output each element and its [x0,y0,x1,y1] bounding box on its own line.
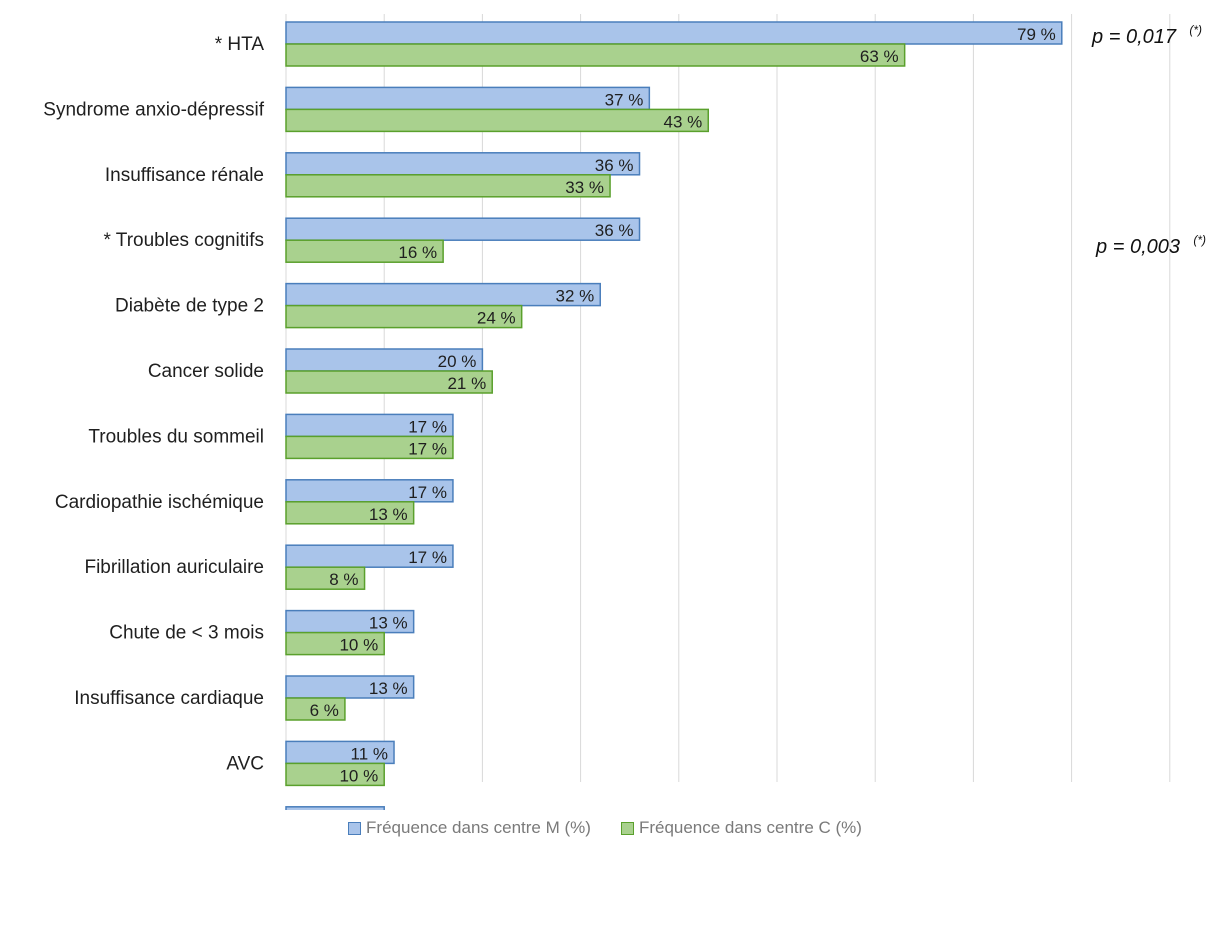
bar-m [285,86,651,111]
bar-c [285,631,385,656]
bars: 79 % 63 % 37 % 43 % 36 % 33 % 36 % 16 % 32 % 24 %… [285,21,1063,810]
data-label: 79 % [1017,25,1056,44]
data-label: 11 % [351,744,389,763]
category-label: * Troubles cognitifs [103,230,264,251]
data-label: 13 % [369,505,408,524]
bar-m [285,544,454,568]
chart: 79 % 63 % 37 % 43 % 36 % 33 % 36 % 16 % 32 % 24 %… [43,14,1206,810]
data-label: 36 % [595,156,634,175]
data-label: 63 % [860,47,899,66]
category-label: * HTA [215,34,265,55]
gridlines [285,14,1171,782]
bar-c [285,239,444,263]
data-label: 13 % [369,679,408,698]
bar-c [285,435,454,460]
bar-c [285,762,385,787]
bar-m [285,282,601,307]
category-label: Chute de < 3 mois [109,623,264,644]
bar-c [285,566,366,590]
data-label: 32 % [555,287,594,306]
bar-m [285,675,415,699]
p-value-annotation: p = 0,003 [1095,236,1180,258]
data-label: 36 % [595,221,634,240]
bar-m [285,806,385,810]
legend-label-m: Fréquence dans centre M (%) [366,818,591,837]
legend-item-m: Fréquence dans centre M (%) [348,818,591,838]
data-label: 10 % [339,636,378,655]
data-label: 17 % [408,548,447,567]
bar-c [285,108,710,133]
data-label: 33 % [565,178,604,197]
p-value-superscript: (*) [1193,233,1206,247]
data-label: 37 % [605,90,644,109]
data-label: 8 % [329,570,358,589]
annotations: p = 0,017 (*) p = 0,003 (*) [1091,23,1206,258]
legend: Fréquence dans centre M (%) Fréquence da… [0,818,1210,838]
bar-m [285,152,641,176]
data-label: 17 % [408,439,447,458]
data-label: 24 % [477,309,516,328]
category-label: Insuffisance rénale [105,165,264,186]
bar-c [285,370,493,394]
data-label: 20 % [438,352,477,371]
bar-c [285,697,346,721]
bar-c [285,304,523,329]
p-value-annotation: p = 0,017 [1091,26,1177,48]
bar-m [285,21,1063,45]
legend-item-c: Fréquence dans centre C (%) [620,818,862,838]
data-label: 10 % [339,766,378,785]
bar-m [285,217,641,241]
bar-c [285,43,906,67]
p-value-superscript: (*) [1189,23,1202,37]
category-label: Troubles du sommeil [88,426,264,447]
data-label: 16 % [398,243,437,262]
legend-label-c: Fréquence dans centre C (%) [638,818,862,837]
category-label: Cardiopathie ischémique [55,492,264,513]
data-label: 43 % [664,112,703,131]
data-label: 21 % [447,374,486,393]
bar-c [285,174,611,198]
data-label: 6 % [310,701,339,720]
data-label: 17 % [408,483,447,502]
legend-swatch-c [620,821,634,835]
category-label: Fibrillation auriculaire [84,557,264,578]
category-label: Diabète de type 2 [115,296,264,317]
category-label: Syndrome anxio-dépressif [43,99,264,120]
category-label: Cancer solide [148,361,264,382]
category-labels: * HTA Syndrome anxio-dépressif Insuffisanc… [43,34,265,774]
data-label: 17 % [408,417,447,436]
category-label: Insuffisance cardiaque [74,688,264,709]
category-label: AVC [226,753,264,774]
data-label: 13 % [369,614,408,633]
bar-c [285,501,415,525]
legend-swatch-m [348,821,362,835]
